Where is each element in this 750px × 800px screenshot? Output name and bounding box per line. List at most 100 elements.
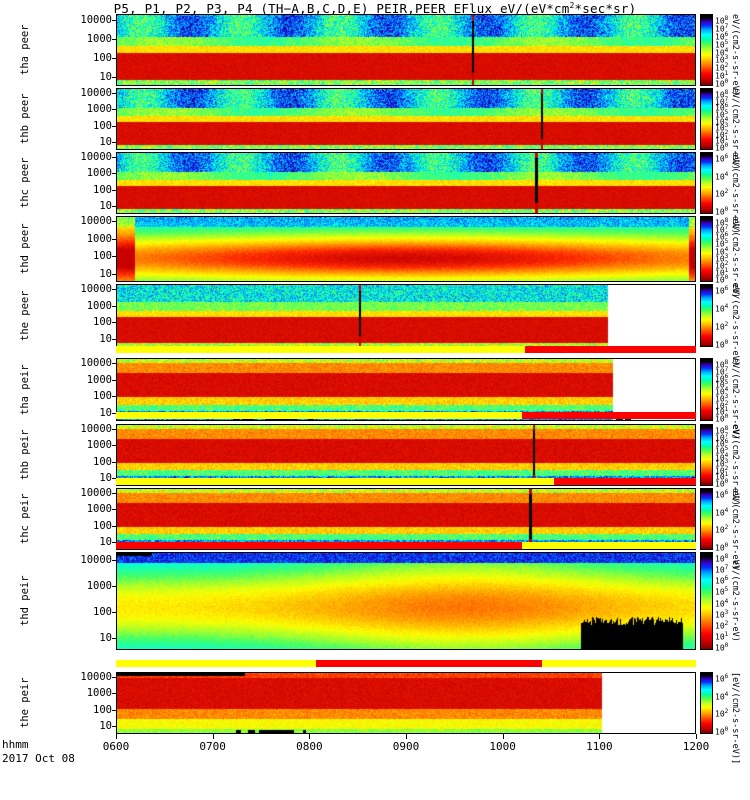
colorbar-thd-peir[interactable] — [700, 552, 713, 650]
x-axis-date-label: 2017 Oct 08 — [2, 751, 75, 765]
status-bar-0 — [116, 346, 696, 353]
y-axis-tick-label: 1000 — [86, 232, 112, 245]
spectrogram-panel-thd-peer[interactable] — [116, 216, 696, 282]
colorbar-tick-label: 101 — [715, 70, 729, 81]
y-axis-tick-label: 10 — [99, 536, 112, 549]
panel-label-tha-peir: tha peir — [19, 364, 31, 415]
y-axis-tick-mark — [112, 77, 116, 78]
spectrogram-panel-thb-peir[interactable] — [116, 424, 696, 486]
colorbar-tick-label: 106 — [715, 575, 729, 586]
y-axis-tick-label: 100 — [93, 119, 112, 132]
panel-label-thb-peer: thb peer — [19, 93, 31, 145]
x-axis-tick-mark — [116, 734, 117, 739]
colorbar-the-peir[interactable] — [700, 672, 713, 734]
colorbar-thb-peer[interactable] — [700, 88, 713, 150]
y-axis-tick-mark — [112, 92, 116, 94]
colorbar-tha-peer[interactable] — [700, 14, 713, 86]
colorbar-tick-label: 106 — [715, 153, 729, 164]
colorbar-tick-label: 104 — [715, 46, 729, 58]
colorbar-tick-label: 103 — [715, 392, 729, 404]
colorbar-tick-label: 108 — [715, 217, 729, 228]
y-axis-tick-label: 10000 — [80, 422, 112, 435]
status-bar-segment — [524, 346, 696, 353]
colorbar-tick-label: 105 — [715, 108, 729, 120]
panel-label-the-peir: the peir — [19, 677, 31, 729]
colorbar-tick-label: 104 — [715, 451, 729, 463]
colorbar-tick-label: 107 — [715, 431, 729, 443]
colorbar-tick-label: 102 — [715, 62, 729, 73]
colorbar-thc-peer[interactable] — [700, 152, 713, 214]
spectrogram-panel-tha-peer[interactable] — [116, 14, 696, 86]
y-axis-tick-label: 1000 — [86, 439, 112, 452]
y-axis-tick-label: 100 — [93, 250, 112, 263]
colorbar-the-peer[interactable] — [700, 284, 713, 347]
colorbar-tick-label: 101 — [715, 630, 729, 642]
colorbar-tick-label: 104 — [715, 170, 729, 182]
colorbar-tick-label: 102 — [715, 321, 729, 332]
colorbar-thd-peer[interactable] — [700, 216, 713, 282]
spectrogram-panel-the-peir[interactable] — [116, 672, 696, 734]
y-axis-tick-mark — [112, 542, 116, 544]
colorbar-tick-label: 104 — [715, 245, 729, 257]
y-axis-tick-mark — [112, 189, 116, 191]
x-axis-tick-label: 0700 — [199, 740, 226, 753]
spectrogram-panel-thb-peer[interactable] — [116, 88, 696, 150]
spectrogram-panel-thc-peer[interactable] — [116, 152, 696, 214]
colorbar-thb-peir[interactable] — [700, 424, 713, 486]
status-bar-segment — [522, 412, 696, 419]
colorbar-tick-label: 102 — [715, 708, 729, 719]
y-axis-tick-label: 1000 — [86, 103, 112, 116]
spectrogram-panel-thd-peir[interactable] — [116, 552, 696, 650]
spectrogram-panel-thc-peir[interactable] — [116, 488, 696, 550]
colorbar-axis-title: eV/(cm2-s-sr-eV) — [730, 488, 740, 570]
colorbar-axis-title: eV/(cm2-s-sr-eV) — [730, 560, 740, 642]
y-axis-tick-label: 10 — [99, 71, 112, 83]
colorbar-tick-label: 106 — [715, 673, 729, 684]
spectrogram-panel-the-peer[interactable] — [116, 284, 696, 347]
colorbar-tick-label: 101 — [715, 471, 729, 483]
status-bar-1 — [116, 412, 696, 419]
colorbar-tick-label: 108 — [715, 359, 729, 370]
spectrogram-panel-tha-peir[interactable] — [116, 358, 696, 421]
colorbar-tick-label: 101 — [715, 266, 729, 278]
colorbar-tick-label: 100 — [715, 478, 729, 489]
panel-label-the-peer: the peer — [19, 290, 31, 341]
colorbar-tick-label: 103 — [715, 54, 729, 66]
colorbar-tha-peir[interactable] — [700, 358, 713, 421]
colorbar-axis-title: eV/(cm2-s-sr-eV) — [730, 358, 740, 440]
y-axis-tick-label: 100 — [93, 316, 112, 329]
colorbar-tick-label: 105 — [715, 238, 729, 250]
colorbar-tick-label: 105 — [715, 586, 729, 598]
y-axis-tick-label: 10000 — [80, 86, 112, 99]
y-axis-tick-mark — [112, 109, 116, 111]
colorbar-tick-label: 101 — [715, 406, 729, 417]
colorbar-tick-label: 107 — [715, 224, 729, 235]
colorbar-axis-title: eV/(cm2-s-sr-eV) — [730, 284, 740, 366]
y-axis-tick-label: 10 — [99, 267, 112, 280]
y-axis-tick-label: 10 — [99, 407, 112, 420]
y-axis-tick-label: 100 — [93, 51, 112, 64]
status-bar-segment — [116, 412, 522, 419]
colorbar-tick-label: 102 — [715, 188, 729, 199]
y-axis-tick-label: 10000 — [80, 670, 112, 683]
colorbar-tick-label: 106 — [715, 438, 729, 449]
colorbar-tick-label: 107 — [715, 564, 729, 575]
y-axis-tick-label: 100 — [93, 390, 112, 403]
y-axis-tick-mark — [112, 676, 116, 678]
y-axis-tick-mark — [112, 478, 116, 480]
y-axis-tick-label: 10 — [99, 136, 112, 149]
x-axis-tick-mark — [406, 734, 407, 739]
colorbar-thc-peir[interactable] — [700, 488, 713, 550]
x-axis-tick-mark — [503, 734, 504, 739]
colorbar-tick-label: 100 — [715, 274, 729, 285]
y-axis-tick-mark — [112, 637, 116, 639]
y-axis-tick-label: 1000 — [86, 579, 112, 592]
colorbar-tick-label: 101 — [715, 135, 729, 147]
y-axis-tick-label: 100 — [93, 605, 112, 618]
y-axis-tick-mark — [112, 142, 116, 144]
y-axis-tick-mark — [112, 363, 116, 365]
y-axis-tick-mark — [112, 611, 116, 613]
x-axis-tick-mark — [696, 734, 697, 739]
y-axis-tick-mark — [112, 445, 116, 447]
panel-label-thc-peer: thc peer — [19, 157, 31, 209]
